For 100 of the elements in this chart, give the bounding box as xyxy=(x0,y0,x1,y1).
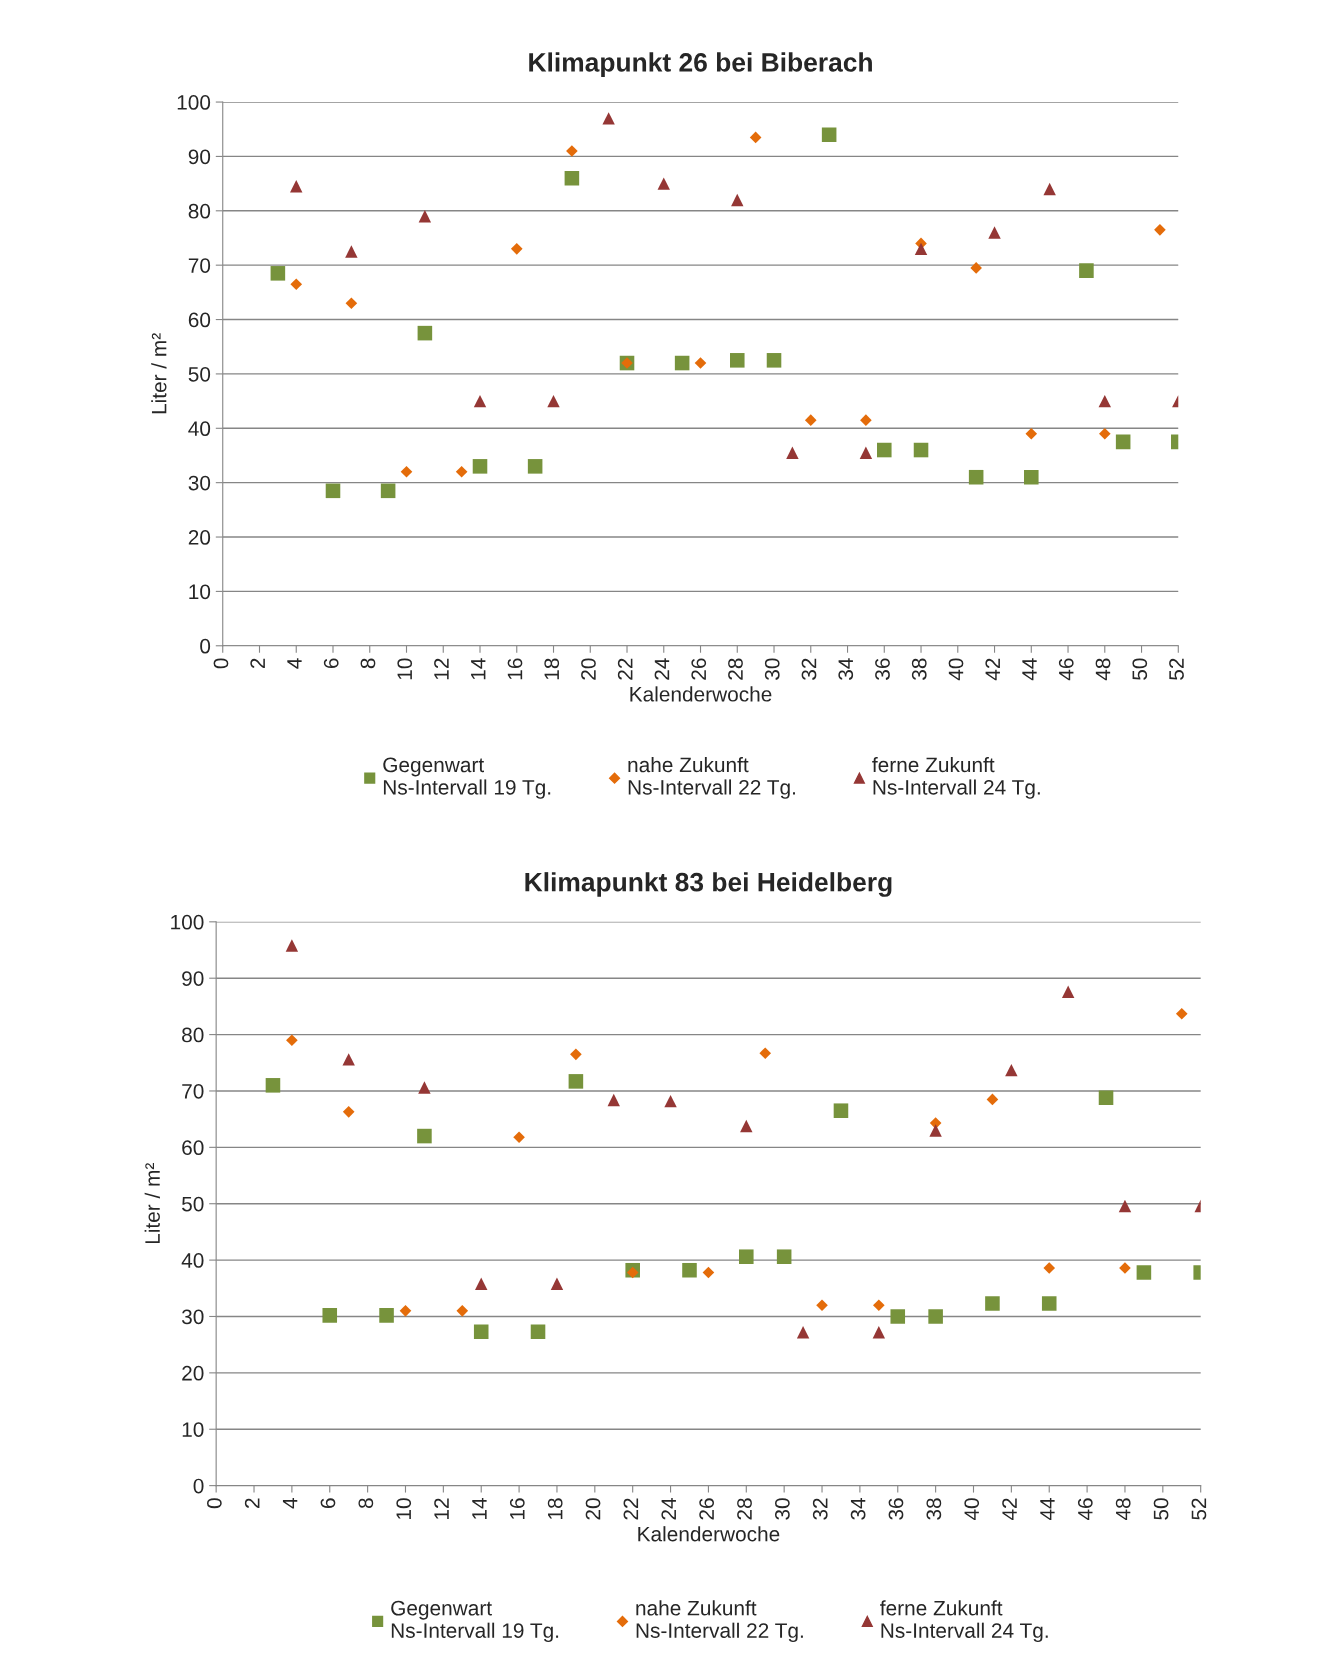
legend-label: nahe Zukunft Ns-Intervall 22 Tg. xyxy=(636,1600,803,1643)
x-axis-title: Kalenderwoche xyxy=(630,686,772,702)
point xyxy=(417,325,433,341)
chart-title: Klimapunkt 26 bei Biberach xyxy=(529,52,872,77)
point xyxy=(400,465,413,478)
point xyxy=(1098,1090,1114,1106)
x-tick-label: 34 xyxy=(838,658,854,680)
point xyxy=(265,1078,281,1093)
point xyxy=(510,243,523,255)
point xyxy=(1079,263,1094,278)
y-tick-label: 90 xyxy=(188,149,211,165)
point xyxy=(876,442,892,458)
x-tick-label: 40 xyxy=(948,658,964,681)
point xyxy=(290,180,303,193)
x-tick-label: 32 xyxy=(801,658,817,680)
point xyxy=(816,1299,828,1312)
point xyxy=(988,226,1001,239)
legend-label: ferne Zukunft Ns-Intervall 24 Tg. xyxy=(872,756,1040,799)
x-tick-label: 4 xyxy=(287,658,302,669)
point xyxy=(550,1277,564,1290)
x-tick-label: 8 xyxy=(360,658,376,669)
x-tick-label: 40 xyxy=(964,1498,980,1521)
x-tick-label: 36 xyxy=(888,1498,904,1520)
point xyxy=(399,1305,412,1317)
point xyxy=(285,939,299,952)
x-tick-label: 2 xyxy=(250,658,265,669)
point xyxy=(345,245,358,258)
point xyxy=(873,1299,885,1312)
point xyxy=(1061,985,1075,998)
point xyxy=(380,483,396,499)
x-tick-label: 0 xyxy=(213,658,229,669)
legend-label: ferne Zukunft Ns-Intervall 24 Tg. xyxy=(880,1600,1048,1643)
point xyxy=(527,459,543,474)
x-tick-label: 46 xyxy=(1058,658,1074,681)
point xyxy=(564,170,580,186)
x-tick-label: 16 xyxy=(509,1498,525,1520)
y-tick-label: 70 xyxy=(188,258,211,273)
point xyxy=(473,394,487,408)
point xyxy=(513,1131,525,1143)
x-tick-label: 18 xyxy=(547,1498,563,1520)
point xyxy=(1098,394,1111,408)
x-tick-label: 12 xyxy=(434,1498,449,1520)
x-tick-label: 42 xyxy=(985,658,1000,681)
y-tick-label: 20 xyxy=(188,530,211,545)
point xyxy=(607,1093,620,1107)
x-tick-label: 24 xyxy=(654,658,670,680)
y-tick-label: 60 xyxy=(182,1140,204,1156)
point xyxy=(928,1309,943,1324)
point xyxy=(731,193,744,207)
point xyxy=(568,1074,584,1089)
y-tick-label: 80 xyxy=(188,203,211,219)
y-tick-label: 10 xyxy=(182,1422,204,1437)
point xyxy=(473,1324,489,1339)
point xyxy=(985,1296,1000,1311)
y-tick-label: 40 xyxy=(181,1253,204,1268)
point xyxy=(694,357,707,369)
point xyxy=(739,1249,754,1264)
x-tick-label: 16 xyxy=(507,658,523,680)
y-tick-label: 50 xyxy=(182,1196,204,1212)
point xyxy=(472,459,488,474)
point xyxy=(626,1266,639,1279)
x-tick-label: 48 xyxy=(1095,658,1111,681)
x-tick-label: 10 xyxy=(397,658,413,680)
x-tick-label: 44 xyxy=(1040,1498,1055,1521)
point xyxy=(1041,1296,1057,1311)
x-tick-label: 22 xyxy=(623,1498,639,1520)
y-tick-label: 30 xyxy=(181,1309,204,1325)
point xyxy=(1024,469,1039,485)
x-tick-label: 32 xyxy=(812,1498,828,1520)
x-tick-label: 22 xyxy=(617,658,633,680)
x-tick-label: 20 xyxy=(581,658,596,680)
x-tick-label: 2 xyxy=(244,1498,260,1508)
point xyxy=(342,1106,355,1118)
point xyxy=(286,1034,298,1047)
point xyxy=(570,1048,582,1061)
x-axis-title: Kalenderwoche xyxy=(638,1526,780,1542)
y-axis-title: Liter / m² xyxy=(144,1163,160,1244)
point xyxy=(1043,1262,1056,1274)
point xyxy=(1175,1007,1188,1020)
legend-label: nahe Zukunft Ns-Intervall 22 Tg. xyxy=(628,756,795,799)
point xyxy=(1115,434,1131,450)
point xyxy=(664,1094,677,1108)
point xyxy=(270,266,286,281)
y-tick-label: 30 xyxy=(188,475,211,491)
point xyxy=(475,1277,488,1290)
point xyxy=(1043,182,1056,196)
point xyxy=(322,1308,338,1323)
y-tick-label: 100 xyxy=(177,95,211,110)
y-tick-label: 0 xyxy=(193,1478,204,1494)
point xyxy=(325,483,341,499)
point xyxy=(872,1326,886,1339)
point xyxy=(547,394,560,408)
point xyxy=(970,262,982,274)
point xyxy=(290,278,303,291)
point xyxy=(379,1308,394,1323)
point xyxy=(890,1309,906,1324)
x-tick-label: 12 xyxy=(434,658,449,680)
point xyxy=(456,1305,469,1317)
x-tick-label: 10 xyxy=(396,1498,412,1520)
x-tick-label: 18 xyxy=(544,658,560,680)
